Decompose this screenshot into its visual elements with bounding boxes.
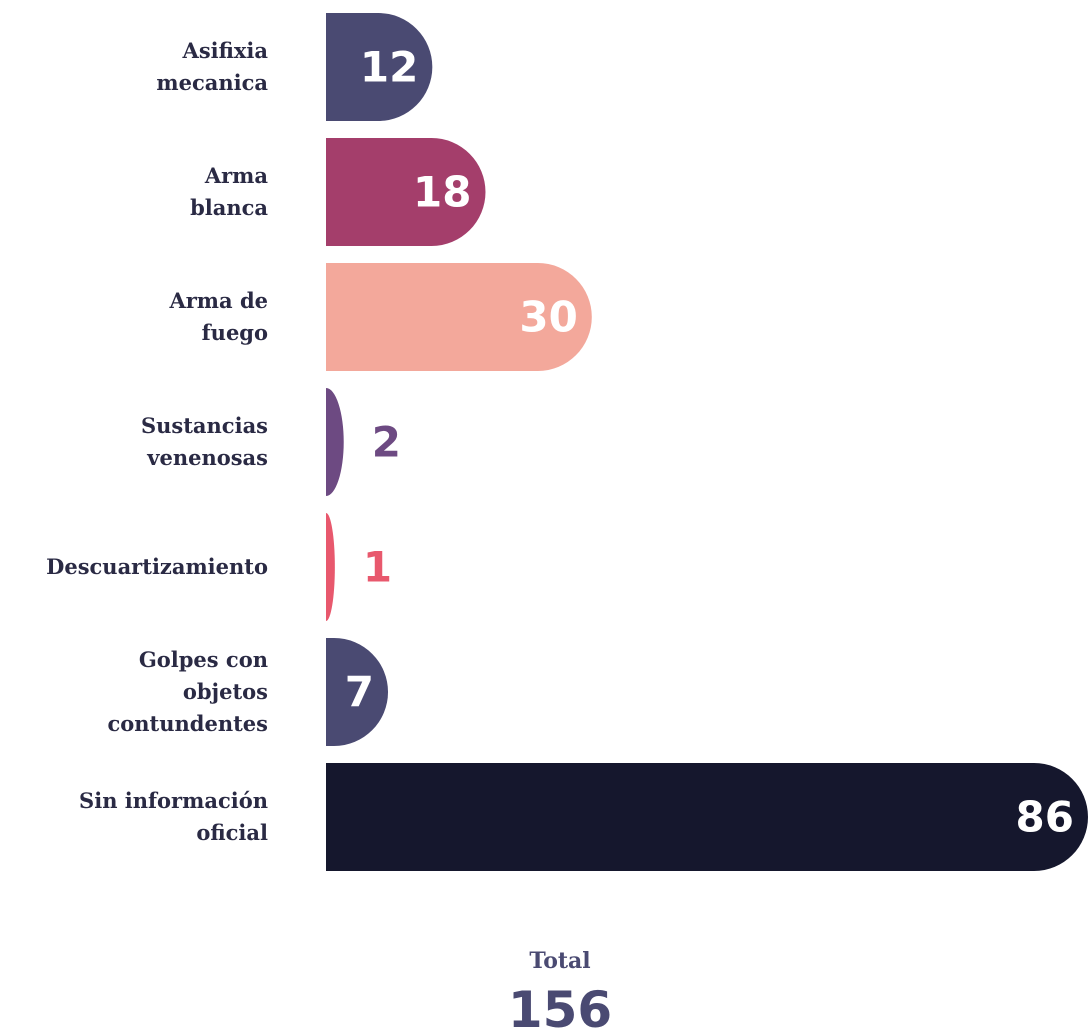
total-label: Total xyxy=(529,948,590,974)
total-value: 156 xyxy=(508,981,612,1029)
category-line: mecanica xyxy=(156,70,268,95)
bar xyxy=(326,513,335,621)
category-line: blanca xyxy=(190,195,268,220)
category-label: Sustancias venenosas xyxy=(141,413,268,470)
value-label: 30 xyxy=(519,293,577,342)
category-label: Arma de fuego xyxy=(168,288,268,345)
bar xyxy=(326,638,389,746)
category-line: Sustancias xyxy=(141,413,268,438)
bar xyxy=(326,138,486,246)
bar xyxy=(326,263,592,371)
category-label: Golpes con objetos contundentes xyxy=(108,647,269,736)
value-label: 2 xyxy=(372,418,401,467)
bar xyxy=(326,13,433,121)
value-label: 86 xyxy=(1016,793,1074,842)
value-label: 1 xyxy=(363,543,392,592)
category-label: Descuartizamiento xyxy=(46,554,268,579)
value-label: 18 xyxy=(413,168,471,217)
bar xyxy=(326,763,1088,871)
category-label: Sin información oficial xyxy=(79,788,268,845)
category-line: fuego xyxy=(202,320,268,345)
category-line: contundentes xyxy=(108,711,269,736)
value-label: 7 xyxy=(345,668,374,717)
category-label: Asifixia mecanica xyxy=(156,38,268,95)
category-line: oficial xyxy=(196,820,268,845)
category-line: Arma de xyxy=(168,288,268,313)
category-line: Sin información xyxy=(79,788,268,813)
category-label: Arma blanca xyxy=(190,163,268,220)
bar xyxy=(326,388,344,496)
category-line: Asifixia xyxy=(182,38,269,63)
category-line: objetos xyxy=(183,679,268,704)
value-label: 12 xyxy=(360,43,418,92)
category-line: Arma xyxy=(204,163,269,188)
category-line: Descuartizamiento xyxy=(46,554,268,579)
category-line: Golpes con xyxy=(139,647,268,672)
category-line: venenosas xyxy=(146,445,268,470)
